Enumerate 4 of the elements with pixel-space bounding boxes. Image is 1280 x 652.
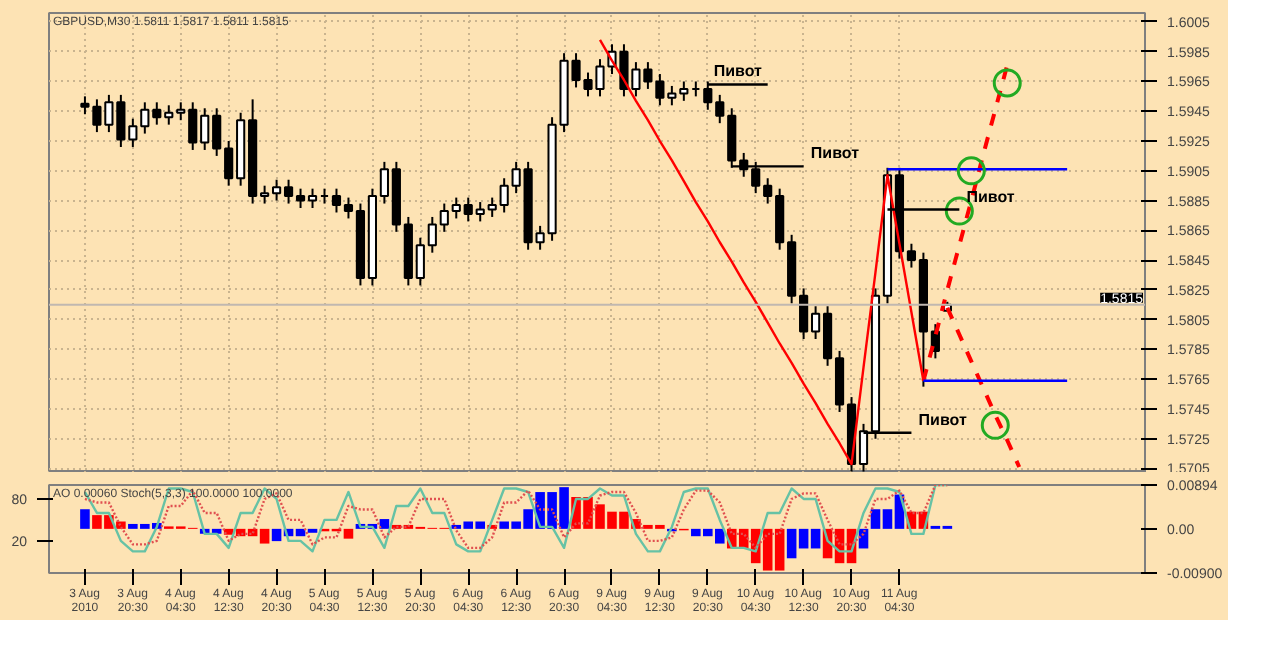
series-label: Пивот bbox=[966, 187, 1015, 206]
series-label: Пивот bbox=[713, 62, 763, 81]
series-label: Пивот bbox=[810, 144, 860, 163]
series-label: Пивот bbox=[918, 410, 967, 429]
